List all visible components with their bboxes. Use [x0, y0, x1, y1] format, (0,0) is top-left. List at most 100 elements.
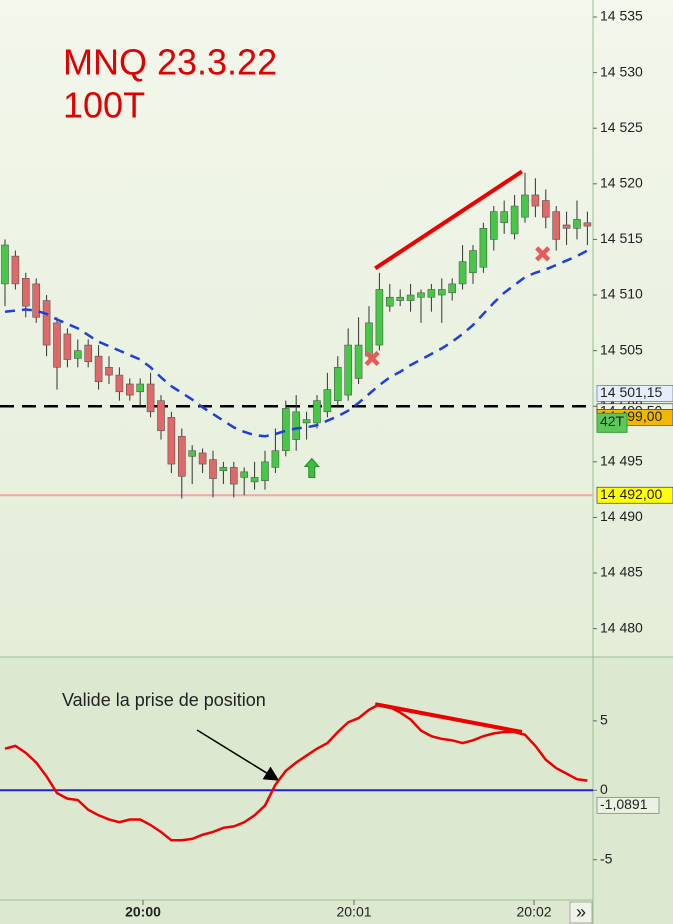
- price-label-box: [596, 385, 673, 402]
- candle-body: [292, 411, 300, 440]
- candle-body: [281, 408, 290, 452]
- candle-body: [333, 367, 342, 401]
- candle-body: [250, 477, 259, 483]
- candle-body: [323, 389, 332, 413]
- scroll-button[interactable]: »: [569, 901, 593, 924]
- candle-body: [396, 296, 404, 301]
- price-panel: [0, 0, 673, 657]
- candle-body: [365, 322, 373, 357]
- candle-body: [125, 383, 134, 396]
- last-value-label: -1,0891: [600, 796, 648, 812]
- y-tick-label: 14 510: [600, 286, 643, 302]
- candle-body: [552, 211, 560, 240]
- candle-body: [375, 289, 384, 346]
- candle-body: [354, 344, 363, 379]
- annotation-arrow: [196, 729, 280, 781]
- candle-body: [42, 300, 51, 346]
- annotation: Valide la prise de position: [62, 690, 266, 710]
- y-tick-label: 14 530: [600, 63, 643, 79]
- candle-body: [105, 367, 113, 376]
- candle-body: [209, 459, 217, 479]
- candle-body: [271, 450, 280, 468]
- last-value-box: [596, 796, 660, 814]
- candle-body: [63, 333, 72, 360]
- candle-body: [177, 435, 186, 477]
- series-line: [4, 702, 588, 842]
- candle-body: [219, 467, 228, 472]
- chart-title: MNQ 23.3.22: [63, 42, 277, 83]
- candle-body: [573, 219, 581, 229]
- candle-body: [437, 289, 446, 296]
- y-tick-label: 14 490: [600, 508, 643, 524]
- y-tick-label: 14 515: [600, 230, 643, 246]
- y-tick-label: 14 495: [600, 453, 643, 469]
- candle-body: [32, 283, 40, 318]
- candle-body: [240, 471, 248, 478]
- candle-body: [417, 292, 425, 298]
- bar-countdown: 42T: [600, 413, 625, 429]
- x-tick-label: 20:02: [517, 904, 552, 920]
- y-tick-label: 14 525: [600, 119, 643, 135]
- y-tick-label: 0: [600, 781, 608, 797]
- candle-body: [385, 296, 394, 307]
- bar-countdown-box: [596, 412, 628, 433]
- x-tick-label: 20:01: [336, 904, 371, 920]
- oscillator-panel: [0, 657, 673, 900]
- candle-body: [344, 344, 352, 396]
- candle-body: [479, 228, 488, 268]
- candle-body: [146, 383, 155, 413]
- sell-marker: [535, 246, 551, 262]
- candle-body: [198, 452, 207, 465]
- price-label: 14 492,00: [600, 486, 662, 502]
- candle-body: [188, 450, 196, 457]
- chart-subtitle: 100T: [63, 85, 145, 126]
- candle-body: [448, 283, 456, 294]
- candle-body: [1, 244, 9, 285]
- x-tick-label: 20:00: [125, 904, 161, 920]
- candle-body: [313, 400, 321, 424]
- candle-body: [229, 467, 238, 485]
- candle-body: [510, 205, 519, 235]
- candle-body: [53, 322, 61, 368]
- y-tick-label: 5: [600, 712, 608, 728]
- buy-marker: [303, 457, 320, 479]
- candle-body: [167, 417, 176, 465]
- candle-body: [521, 194, 529, 218]
- y-tick-label: 14 480: [600, 619, 643, 635]
- time-axis: [0, 900, 673, 924]
- candle-body: [136, 383, 144, 393]
- candle-body: [531, 194, 540, 207]
- trend-line: [374, 702, 523, 734]
- series-line: [4, 249, 588, 438]
- y-tick-label: 14 485: [600, 564, 643, 580]
- candle-body: [541, 200, 550, 218]
- candle-body: [500, 211, 508, 224]
- candle-body: [583, 222, 592, 227]
- candle-body: [11, 255, 20, 285]
- price-label-box: [596, 486, 673, 504]
- price-label: 14 501,15: [600, 384, 662, 400]
- y-tick-label: 14 520: [600, 175, 643, 191]
- candle-body: [84, 344, 92, 363]
- candle-body: [302, 419, 311, 424]
- trend-line: [374, 169, 523, 271]
- candle-body: [115, 374, 124, 393]
- candle-body: [458, 261, 467, 285]
- y-tick-label: 14 535: [600, 8, 643, 24]
- candle-body: [469, 250, 477, 274]
- y-tick-label: -5: [600, 850, 613, 866]
- candle-body: [406, 294, 415, 301]
- scroll-button-label[interactable]: »: [576, 902, 586, 922]
- scroll-button-box[interactable]: [569, 901, 593, 924]
- candle-body: [562, 224, 571, 229]
- candle-body: [261, 461, 269, 482]
- sell-marker: [364, 350, 380, 367]
- candle-body: [427, 289, 436, 298]
- candle-body: [73, 350, 82, 359]
- candle-body: [489, 211, 498, 240]
- candle-body: [94, 355, 103, 383]
- candle-body: [21, 278, 30, 307]
- y-tick-label: 14 505: [600, 341, 643, 357]
